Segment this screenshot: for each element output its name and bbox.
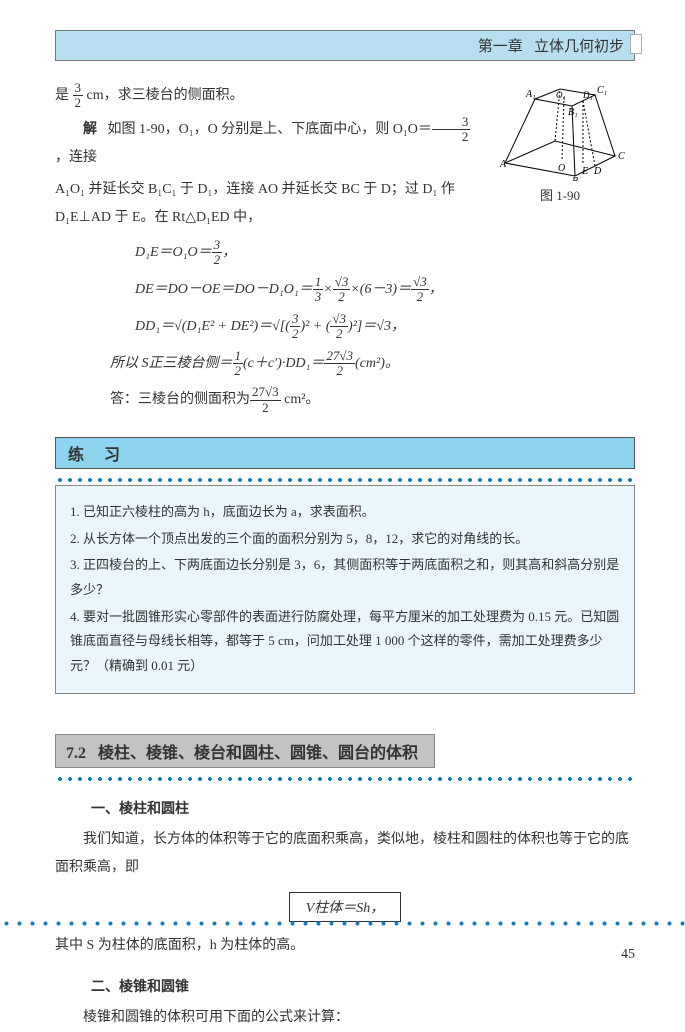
chapter-num: 第一章 — [478, 39, 523, 55]
footer-dots — [0, 917, 685, 931]
chapter-title: 立体几何初步 — [534, 39, 624, 55]
subsection-1: 一、棱柱和圆柱 — [91, 798, 635, 818]
eq1: D₁E＝O₁O＝32， — [135, 238, 635, 269]
svg-text:O₁: O₁ — [556, 90, 566, 100]
exercise-header: 练 习 — [55, 437, 635, 469]
eq2: DE＝DO－OE＝DO－D₁O₁＝13×√32×(6－3)＝√32， — [135, 275, 635, 306]
exercise-item: 4. 要对一批圆锥形实心零部件的表面进行防腐处理，每平方厘米的加工处理费为 0.… — [70, 605, 620, 679]
svg-text:A: A — [499, 159, 507, 170]
solution-label: 解 — [83, 122, 97, 137]
figure-frustum: A B C D E O A₁ B₁ C₁ D₁ O₁ 图 1-90 — [485, 81, 635, 204]
svg-text:D₁: D₁ — [582, 90, 593, 100]
chapter-header: 第一章 立体几何初步 — [55, 30, 635, 61]
svg-text:O: O — [558, 163, 565, 174]
answer: 答：三棱台的侧面积为27√32 cm²。 — [110, 385, 635, 415]
eq4: 所以 S正三棱台侧＝12(c＋c′)·DD₁＝27√32(cm²)。 — [110, 349, 635, 380]
eq3: DD₁＝√(D₁E² + DE²)＝√[(32)² + (√32)²]＝√3， — [135, 312, 635, 343]
svg-text:B₁: B₁ — [568, 107, 578, 118]
exercise-item: 2. 从长方体一个顶点出发的三个面的面积分别为 5，8，12，求它的对角线的长。 — [70, 527, 620, 552]
para-1: 我们知道，长方体的体积等于它的底面积乘高，类似地，棱柱和圆柱的体积也等于它的底面… — [55, 826, 635, 882]
svg-text:C₁: C₁ — [597, 85, 607, 96]
exercise-item: 3. 正四棱台的上、下两底面边长分别是 3，6，其侧面积等于两底面积之和，则其高… — [70, 553, 620, 602]
svg-text:E: E — [581, 166, 588, 177]
section-num: 7.2 — [66, 745, 86, 762]
svg-text:C: C — [618, 151, 625, 162]
svg-text:B: B — [572, 176, 578, 181]
exercise-box: 1. 已知正六棱柱的高为 h，底面边长为 a，求表面积。 2. 从长方体一个顶点… — [55, 485, 635, 694]
svg-text:D: D — [593, 166, 602, 177]
para-2: 其中 S 为柱体的底面积，h 为柱体的高。 — [55, 932, 635, 960]
dot-divider — [55, 471, 635, 483]
figure-caption: 图 1-90 — [485, 185, 635, 204]
dot-divider — [55, 770, 635, 782]
section-title: 7.2 棱柱、棱锥、棱台和圆柱、圆锥、圆台的体积 — [55, 734, 435, 768]
section-name: 棱柱、棱锥、棱台和圆柱、圆锥、圆台的体积 — [98, 745, 418, 762]
para-3: 棱锥和圆锥的体积可用下面的公式来计算： — [55, 1004, 635, 1032]
frustum-diagram: A B C D E O A₁ B₁ C₁ D₁ O₁ — [490, 81, 630, 181]
svg-text:A₁: A₁ — [525, 89, 536, 100]
exercise-item: 1. 已知正六棱柱的高为 h，底面边长为 a，求表面积。 — [70, 500, 620, 525]
page-number: 45 — [621, 947, 635, 963]
